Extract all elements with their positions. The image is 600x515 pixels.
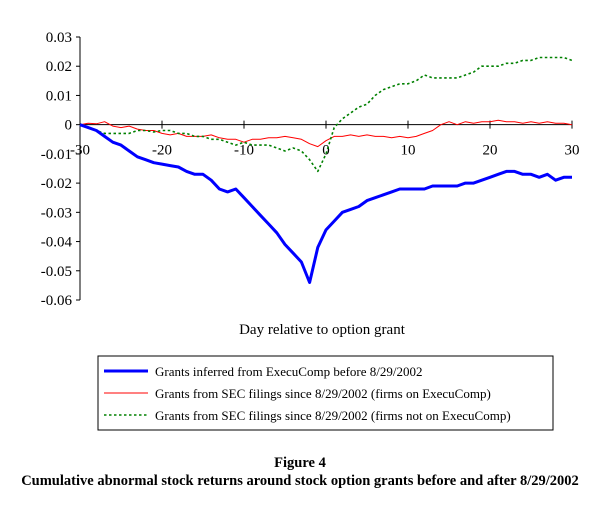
x-tick-label: -20 [152, 143, 172, 159]
chart-series-layer [79, 56, 573, 284]
x-tick-label: 30 [565, 143, 580, 159]
figure-caption: Cumulative abnormal stock returns around… [21, 473, 579, 489]
x-tick-label: 20 [483, 143, 498, 159]
figure-number: Figure 4 [274, 455, 326, 471]
legend-label-1: Grants inferred from ExecuComp before 8/… [155, 364, 423, 379]
y-tick-label: 0.02 [46, 59, 72, 75]
x-tick-label: 0 [322, 143, 330, 159]
y-tick-label: -0.04 [41, 235, 73, 251]
chart-legend: Grants inferred from ExecuComp before 8/… [97, 355, 554, 431]
y-tick-label: -0.03 [41, 205, 72, 221]
x-axis-title: Day relative to option grant [239, 322, 406, 338]
chart-axes: 0.03 0.02 0.01 0 -0.01 -0.02 -0.03 -0.04 -0.05 -0… [41, 30, 580, 309]
y-tick-label: -0.02 [41, 176, 72, 192]
y-tick-label: 0 [65, 118, 73, 134]
x-tick-label: 10 [401, 143, 416, 159]
y-tick-label: -0.01 [41, 147, 72, 163]
y-tick-label: 0.03 [46, 30, 72, 46]
y-tick-label: -0.05 [41, 264, 72, 280]
y-tick-label: 0.01 [46, 88, 72, 104]
y-tick-label: -0.06 [41, 293, 73, 309]
legend-label-3: Grants from SEC filings since 8/29/2002 … [155, 408, 511, 423]
legend-box [97, 355, 554, 431]
legend-label-2: Grants from SEC filings since 8/29/2002 … [155, 386, 491, 401]
series-line-1 [79, 123, 572, 284]
x-tick-label: -30 [70, 143, 90, 159]
line-chart: 0.03 0.02 0.01 0 -0.01 -0.02 -0.03 -0.04 -0.05 -0… [41, 30, 580, 431]
series-line-2 [79, 119, 573, 148]
x-tick-label: -10 [234, 143, 254, 159]
